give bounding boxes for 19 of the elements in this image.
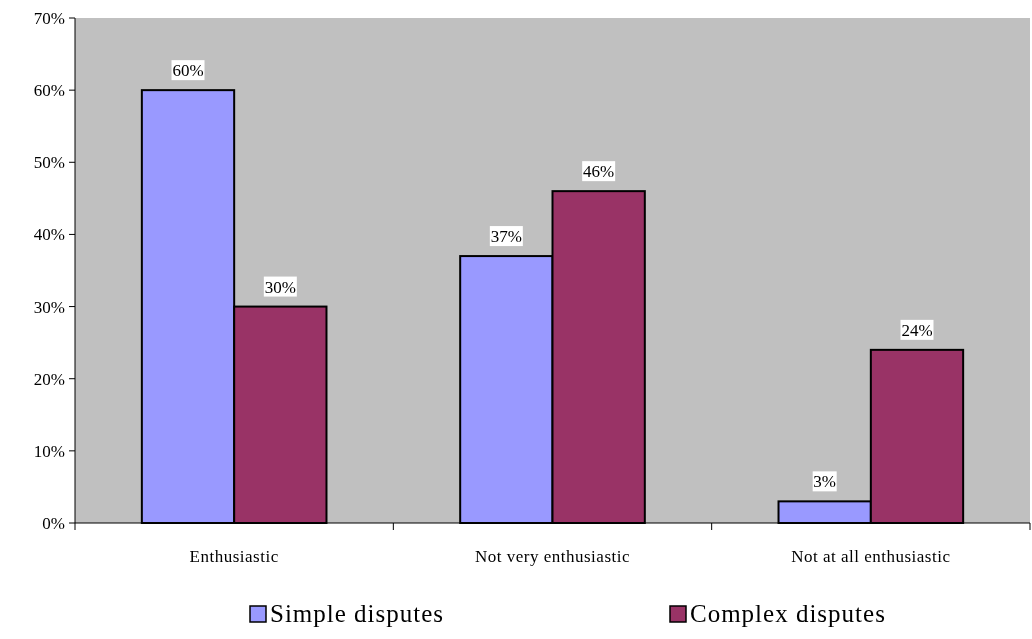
data-label: 24% — [901, 320, 933, 340]
y-tick-label: 20% — [33, 369, 65, 389]
legend-label: Complex disputes — [690, 600, 886, 627]
y-tick-label: 50% — [33, 153, 65, 173]
y-tick-label: 10% — [33, 441, 65, 461]
y-tick-label: 0% — [42, 514, 65, 533]
data-label: 3% — [813, 472, 837, 492]
data-label: 60% — [172, 61, 204, 81]
y-tick-label: 30% — [33, 297, 65, 317]
data-label: 37% — [490, 227, 522, 247]
y-tick-label: 70% — [33, 9, 65, 28]
legend-label: Simple disputes — [270, 600, 445, 627]
y-tick-label: 40% — [33, 225, 65, 245]
x-tick-label: Enthusiastic — [189, 547, 279, 566]
y-tick-label: 60% — [33, 81, 65, 101]
x-tick-label: Not very enthusiastic — [475, 547, 630, 566]
data-label: 46% — [583, 162, 615, 182]
x-tick-label: Not at all enthusiastic — [791, 547, 951, 566]
data-label: 30% — [264, 277, 296, 297]
